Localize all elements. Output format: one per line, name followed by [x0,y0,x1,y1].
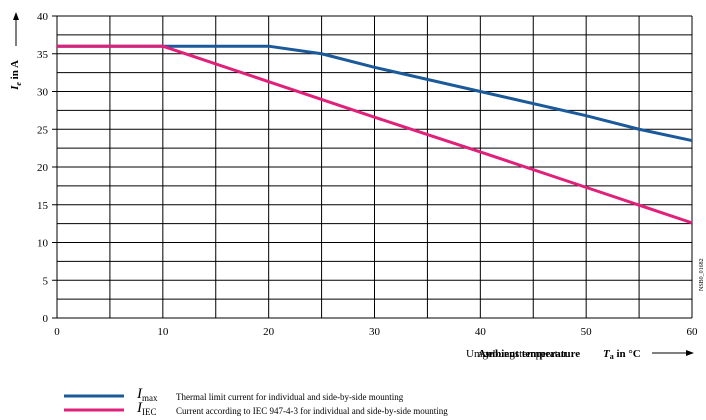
y-tick-label: 40 [37,11,49,23]
x-tick-label: 50 [581,326,593,338]
x-axis-label-symbol: Ta in °C [603,348,641,361]
grid [52,15,693,319]
legend-text-imax: Thermal limit current for individual and… [176,392,404,402]
figure-code: NSB0_01682 [699,258,705,291]
series-lines [57,44,693,225]
x-axis-label-overlap-1: Umgebungstemperatur [466,348,567,360]
legend-symbol-imax: Imax [136,386,158,403]
y-tick-label: 0 [43,313,49,325]
y-tick-label: 15 [37,200,49,212]
legend-text-iiec: Current according to IEC 947-4-3 for ind… [176,406,448,416]
y-axis-arrowhead [13,12,19,20]
x-tick-label: 0 [54,326,60,338]
x-axis-arrowhead [686,350,694,356]
series-line-iiec [57,44,693,225]
legend-symbol-iiec: IIEC [136,400,157,417]
x-tick-label: 30 [369,326,381,338]
x-tick-label: 10 [157,326,169,338]
y-tick-label: 25 [37,124,49,136]
x-tick-label: 60 [687,326,699,338]
y-tick-label: 10 [37,238,49,250]
y-tick-label: 35 [37,49,49,61]
y-axis-label: Ie in A [9,60,23,91]
y-tick-label: 5 [43,275,49,287]
y-tick-label: 20 [37,162,49,174]
x-tick-label: 40 [475,326,487,338]
series-line-imax [57,44,693,143]
y-tick-label: 30 [37,87,49,99]
x-axis-label-overlap-2: Ambient temperature [478,348,580,360]
x-tick-label: 20 [263,326,275,338]
legend: Imax Thermal limit current for individua… [64,386,448,417]
tick-labels: 0 10 20 30 40 50 60 0 5 10 15 20 25 30 35 40 [37,11,698,338]
